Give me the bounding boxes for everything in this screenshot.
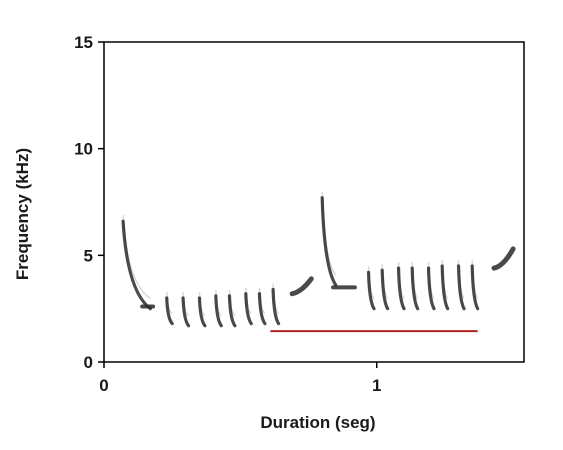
note-haze-14 [427,262,435,300]
note-haze-9 [321,191,337,276]
note-descending-8 [271,287,281,326]
note-descending-15 [440,264,450,311]
note-descending-14 [426,266,436,311]
note-haze-10 [367,266,375,300]
x-axis-label: Duration (seg) [260,413,375,432]
y-tick-label-3: 15 [74,33,93,52]
note-haze-15 [441,259,449,300]
y-axis: 0 5 10 15 [74,33,104,372]
note-haze-1 [165,291,173,315]
note-descending-13 [410,266,420,311]
note-haze-12 [397,262,405,300]
note-haze-3 [198,291,206,317]
note-descending-9 [320,196,338,287]
note-descending-17 [470,264,480,311]
note-descending-4 [214,294,223,328]
note-haze-13 [411,262,419,300]
note-descending-16 [456,264,466,311]
note-descending-10 [366,270,376,311]
plot-frame [103,41,525,363]
note-haze-11 [381,264,389,300]
y-tick-label-1: 5 [84,246,93,265]
note-rising-1 [491,246,516,271]
note-descending-5 [227,294,237,328]
note-haze-2 [182,291,190,317]
x-tick-label-1: 1 [372,376,381,395]
note-haze-6 [245,287,252,315]
note-rising-0 [289,276,314,297]
note-haze-0 [122,215,151,300]
note-descending-12 [396,266,406,311]
spectrogram-marks [121,191,516,328]
y-tick-label-2: 10 [74,140,93,159]
note-descending-7 [257,292,267,326]
note-descending-6 [244,292,253,326]
note-descending-1 [165,296,174,326]
note-haze-7 [258,287,266,315]
y-tick-label-0: 0 [84,353,93,372]
note-haze-16 [457,259,465,300]
note-haze-4 [215,289,222,317]
note-haze-17 [471,259,479,300]
note-descending-2 [181,296,191,328]
note-descending-3 [197,296,207,328]
y-axis-label: Frequency (kHz) [13,148,32,280]
note-haze-8 [272,283,280,315]
note-descending-11 [380,268,390,311]
x-tick-label-0: 0 [99,376,108,395]
note-haze-5 [228,289,236,317]
